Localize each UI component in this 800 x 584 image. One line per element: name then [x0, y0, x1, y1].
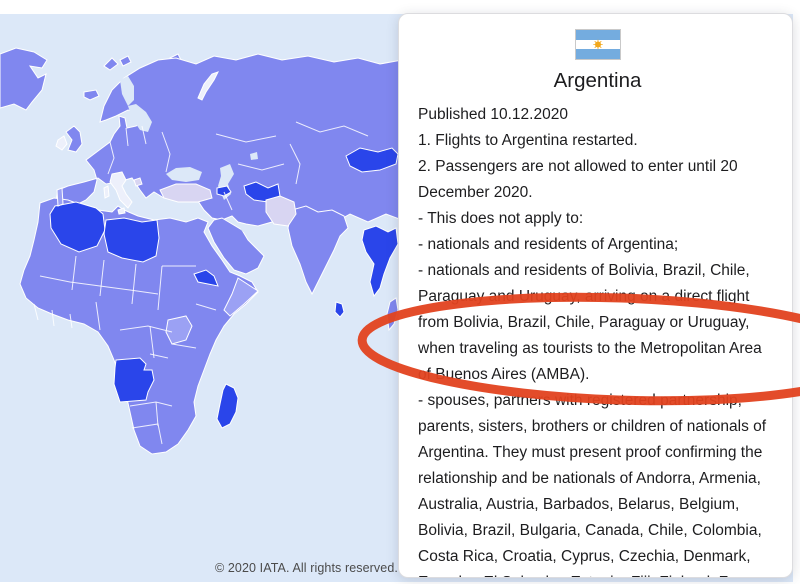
country-somalia[interactable] — [223, 277, 259, 317]
country-libya[interactable] — [103, 217, 160, 263]
argentina-flag-icon — [574, 29, 621, 60]
restriction-paragraph: - This does not apply to: — [418, 210, 584, 227]
restriction-paragraph: 2. Passengers are not allowed to enter u… — [418, 158, 738, 201]
country-madagascar[interactable] — [216, 383, 239, 429]
country-algeria[interactable] — [49, 201, 106, 253]
restriction-text: Published 10.12.2020 1. Flights to Argent… — [418, 102, 777, 577]
continent-africa[interactable] — [19, 197, 259, 455]
restriction-paragraph: 1. Flights to Argentina restarted. — [418, 132, 638, 149]
continent-eurasia[interactable] — [55, 53, 403, 227]
country-borders — [33, 121, 369, 445]
country-info-popup[interactable]: Argentina Published 10.12.2020 1. Flights… — [398, 13, 793, 578]
country-iceland[interactable] — [83, 89, 100, 101]
country-sardinia — [103, 185, 110, 199]
popup-title: Argentina — [553, 69, 642, 92]
restriction-paragraph: - nationals and residents of Argentina; — [418, 236, 679, 253]
restriction-paragraph: - spouses, partners with registered part… — [418, 392, 771, 577]
restriction-paragraph: Published 10.12.2020 — [418, 106, 568, 123]
country-ireland[interactable] — [55, 135, 68, 151]
country-mongolia[interactable] — [345, 147, 399, 173]
country-bosnia — [133, 177, 143, 187]
copyright-text: © 2020 IATA. All rights reserved. I — [215, 561, 406, 575]
country-greenland[interactable] — [0, 47, 48, 111]
country-angola[interactable] — [113, 357, 155, 403]
restriction-paragraph: - nationals and residents of Bolivia, Br… — [418, 262, 762, 383]
country-saudi-arabia[interactable] — [207, 217, 265, 275]
country-italy[interactable] — [109, 171, 133, 209]
country-myanmar[interactable] — [361, 225, 399, 298]
country-afghanistan[interactable] — [265, 195, 297, 227]
country-malaysia-sliver — [386, 297, 399, 332]
country-india[interactable] — [287, 205, 349, 296]
country-turkey[interactable] — [159, 183, 213, 203]
country-portugal — [56, 187, 64, 207]
sun-of-may-icon — [592, 39, 603, 50]
country-united-kingdom[interactable] — [65, 125, 83, 153]
country-sri-lanka[interactable] — [334, 301, 345, 318]
country-novaya-zemlya — [197, 71, 219, 101]
world-map-svg[interactable] — [0, 14, 793, 582]
country-eritrea[interactable] — [193, 269, 219, 287]
country-sicily — [117, 207, 126, 215]
country-kenya[interactable] — [165, 315, 193, 345]
country-azerbaijan[interactable] — [216, 185, 232, 197]
